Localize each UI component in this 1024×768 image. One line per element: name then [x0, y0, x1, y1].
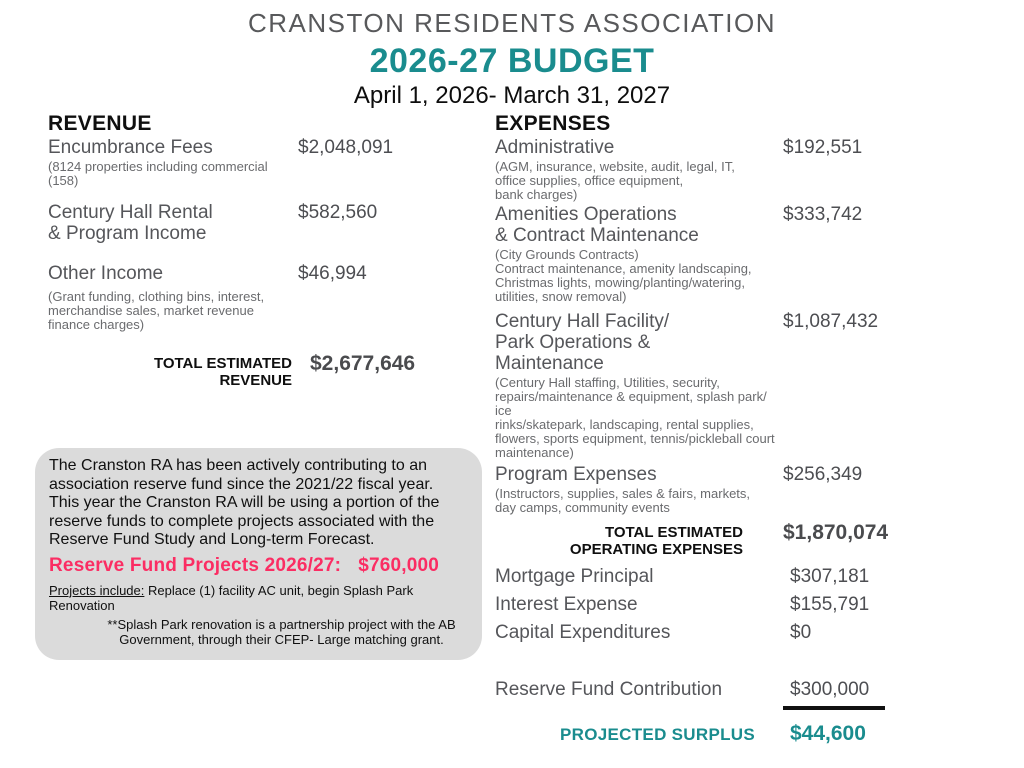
- item-desc: (Grant funding, clothing bins, interest,…: [48, 289, 265, 332]
- item-label-block: Administrative (AGM, insurance, website,…: [495, 137, 783, 202]
- projects-include-label: Projects include:: [49, 582, 145, 598]
- item-label: Reserve Fund Contribution: [495, 679, 723, 700]
- revenue-heading: REVENUE: [48, 112, 152, 135]
- reserve-fund-projects-highlight: Reserve Fund Projects 2026/27: $760,000: [49, 555, 466, 577]
- expense-line-item: Century Hall Facility/ Park Operations &…: [495, 311, 1005, 460]
- projected-surplus-label: PROJECTED SURPLUS: [560, 725, 755, 744]
- item-label: Mortgage Principal: [495, 566, 654, 587]
- item-value: $582,560: [298, 202, 378, 223]
- reserve-fund-projects-value: $760,000: [358, 554, 440, 576]
- item-value-wrap: $300,000: [783, 679, 1005, 710]
- revenue-total-value: $2,677,646: [310, 352, 416, 375]
- item-label: Administrative: [495, 137, 615, 158]
- item-value: $0: [790, 622, 812, 643]
- revenue-total-row: TOTAL ESTIMATED REVENUE $2,677,646: [48, 352, 490, 389]
- expense-line-item: Amenities Operations & Contract Maintena…: [495, 204, 1005, 304]
- item-desc: (City Grounds Contracts) Contract mainte…: [495, 247, 752, 304]
- organization-title: CRANSTON RESIDENTS ASSOCIATION: [247, 8, 776, 38]
- reserve-fund-contribution-row: Reserve Fund Contribution $300,000: [495, 679, 1005, 710]
- item-value: $1,087,432: [783, 311, 879, 332]
- revenue-line-item: Century Hall Rental & Program Income $58…: [48, 202, 490, 244]
- item-value: $300,000: [790, 679, 870, 700]
- document-header: CRANSTON RESIDENTS ASSOCIATION 2026-27 B…: [0, 8, 1024, 110]
- expenses-total-row: TOTAL ESTIMATED OPERATING EXPENSES $1,87…: [495, 521, 1005, 558]
- item-label-block: Century Hall Facility/ Park Operations &…: [495, 311, 783, 460]
- item-label-block: Program Expenses (Instructors, supplies,…: [495, 464, 783, 515]
- item-label-block: Century Hall Rental & Program Income: [48, 202, 298, 244]
- item-label: Encumbrance Fees: [48, 137, 213, 158]
- budget-year-title: 2026-27 BUDGET: [369, 42, 655, 80]
- item-label-block: Other Income (Grant funding, clothing bi…: [48, 263, 298, 332]
- item-desc: (8124 properties including commercial (1…: [48, 159, 268, 188]
- revenue-total-label: TOTAL ESTIMATED REVENUE: [153, 355, 292, 389]
- other-expense-rows: Mortgage Principal $307,181 Interest Exp…: [495, 566, 1005, 643]
- reserve-fund-paragraph: The Cranston RA has been actively contri…: [49, 457, 440, 548]
- sum-underline: $300,000: [783, 679, 886, 710]
- item-value: $2,048,091: [298, 137, 394, 158]
- item-label: Century Hall Rental & Program Income: [48, 202, 213, 244]
- item-label-block: Amenities Operations & Contract Maintena…: [495, 204, 783, 304]
- expenses-section: EXPENSES Administrative (AGM, insurance,…: [495, 112, 1005, 746]
- item-value: $155,791: [790, 594, 870, 615]
- item-label: Capital Expenditures: [495, 622, 671, 643]
- item-label: Program Expenses: [495, 464, 657, 485]
- expense-line-item: Program Expenses (Instructors, supplies,…: [495, 464, 1005, 515]
- item-value: $307,181: [790, 566, 870, 587]
- splash-park-footnote: **Splash Park renovation is a partnershi…: [107, 616, 456, 648]
- projected-surplus-value: $44,600: [790, 722, 866, 745]
- projects-include-text: Replace (1) facility AC unit, begin Spla…: [49, 582, 414, 613]
- expenses-heading: EXPENSES: [495, 112, 611, 135]
- reserve-fund-note-box: The Cranston RA has been actively contri…: [35, 448, 482, 660]
- item-label: Amenities Operations & Contract Maintena…: [495, 204, 699, 246]
- expense-simple-row: Capital Expenditures $0: [495, 622, 1005, 643]
- fiscal-date-range: April 1, 2026- March 31, 2027: [353, 82, 671, 109]
- expenses-total-label: TOTAL ESTIMATED OPERATING EXPENSES: [569, 524, 743, 558]
- revenue-line-item: Encumbrance Fees (8124 properties includ…: [48, 137, 490, 188]
- item-value: $333,742: [783, 204, 863, 225]
- expenses-total-value: $1,870,074: [783, 521, 889, 544]
- expense-simple-row: Interest Expense $155,791: [495, 594, 1005, 615]
- projects-include-note: Projects include: Replace (1) facility A…: [49, 583, 466, 613]
- item-value: $256,349: [783, 464, 863, 485]
- item-value: $46,994: [298, 263, 367, 284]
- item-label: Century Hall Facility/ Park Operations &…: [495, 311, 670, 374]
- revenue-section: REVENUE Encumbrance Fees (8124 propertie…: [48, 112, 490, 389]
- item-value: $192,551: [783, 137, 863, 158]
- reserve-fund-projects-label: Reserve Fund Projects 2026/27:: [49, 554, 342, 576]
- item-label: Interest Expense: [495, 594, 638, 615]
- expense-simple-row: Mortgage Principal $307,181: [495, 566, 1005, 587]
- item-desc: (AGM, insurance, website, audit, legal, …: [495, 159, 735, 202]
- item-desc: (Century Hall staffing, Utilities, secur…: [495, 375, 775, 460]
- item-label-block: Encumbrance Fees (8124 properties includ…: [48, 137, 298, 188]
- revenue-line-item: Other Income (Grant funding, clothing bi…: [48, 263, 490, 332]
- projected-surplus-row: PROJECTED SURPLUS $44,600: [495, 722, 1005, 746]
- expense-line-item: Administrative (AGM, insurance, website,…: [495, 137, 1005, 202]
- item-desc: (Instructors, supplies, sales & fairs, m…: [495, 486, 751, 515]
- item-label: Other Income: [48, 263, 164, 284]
